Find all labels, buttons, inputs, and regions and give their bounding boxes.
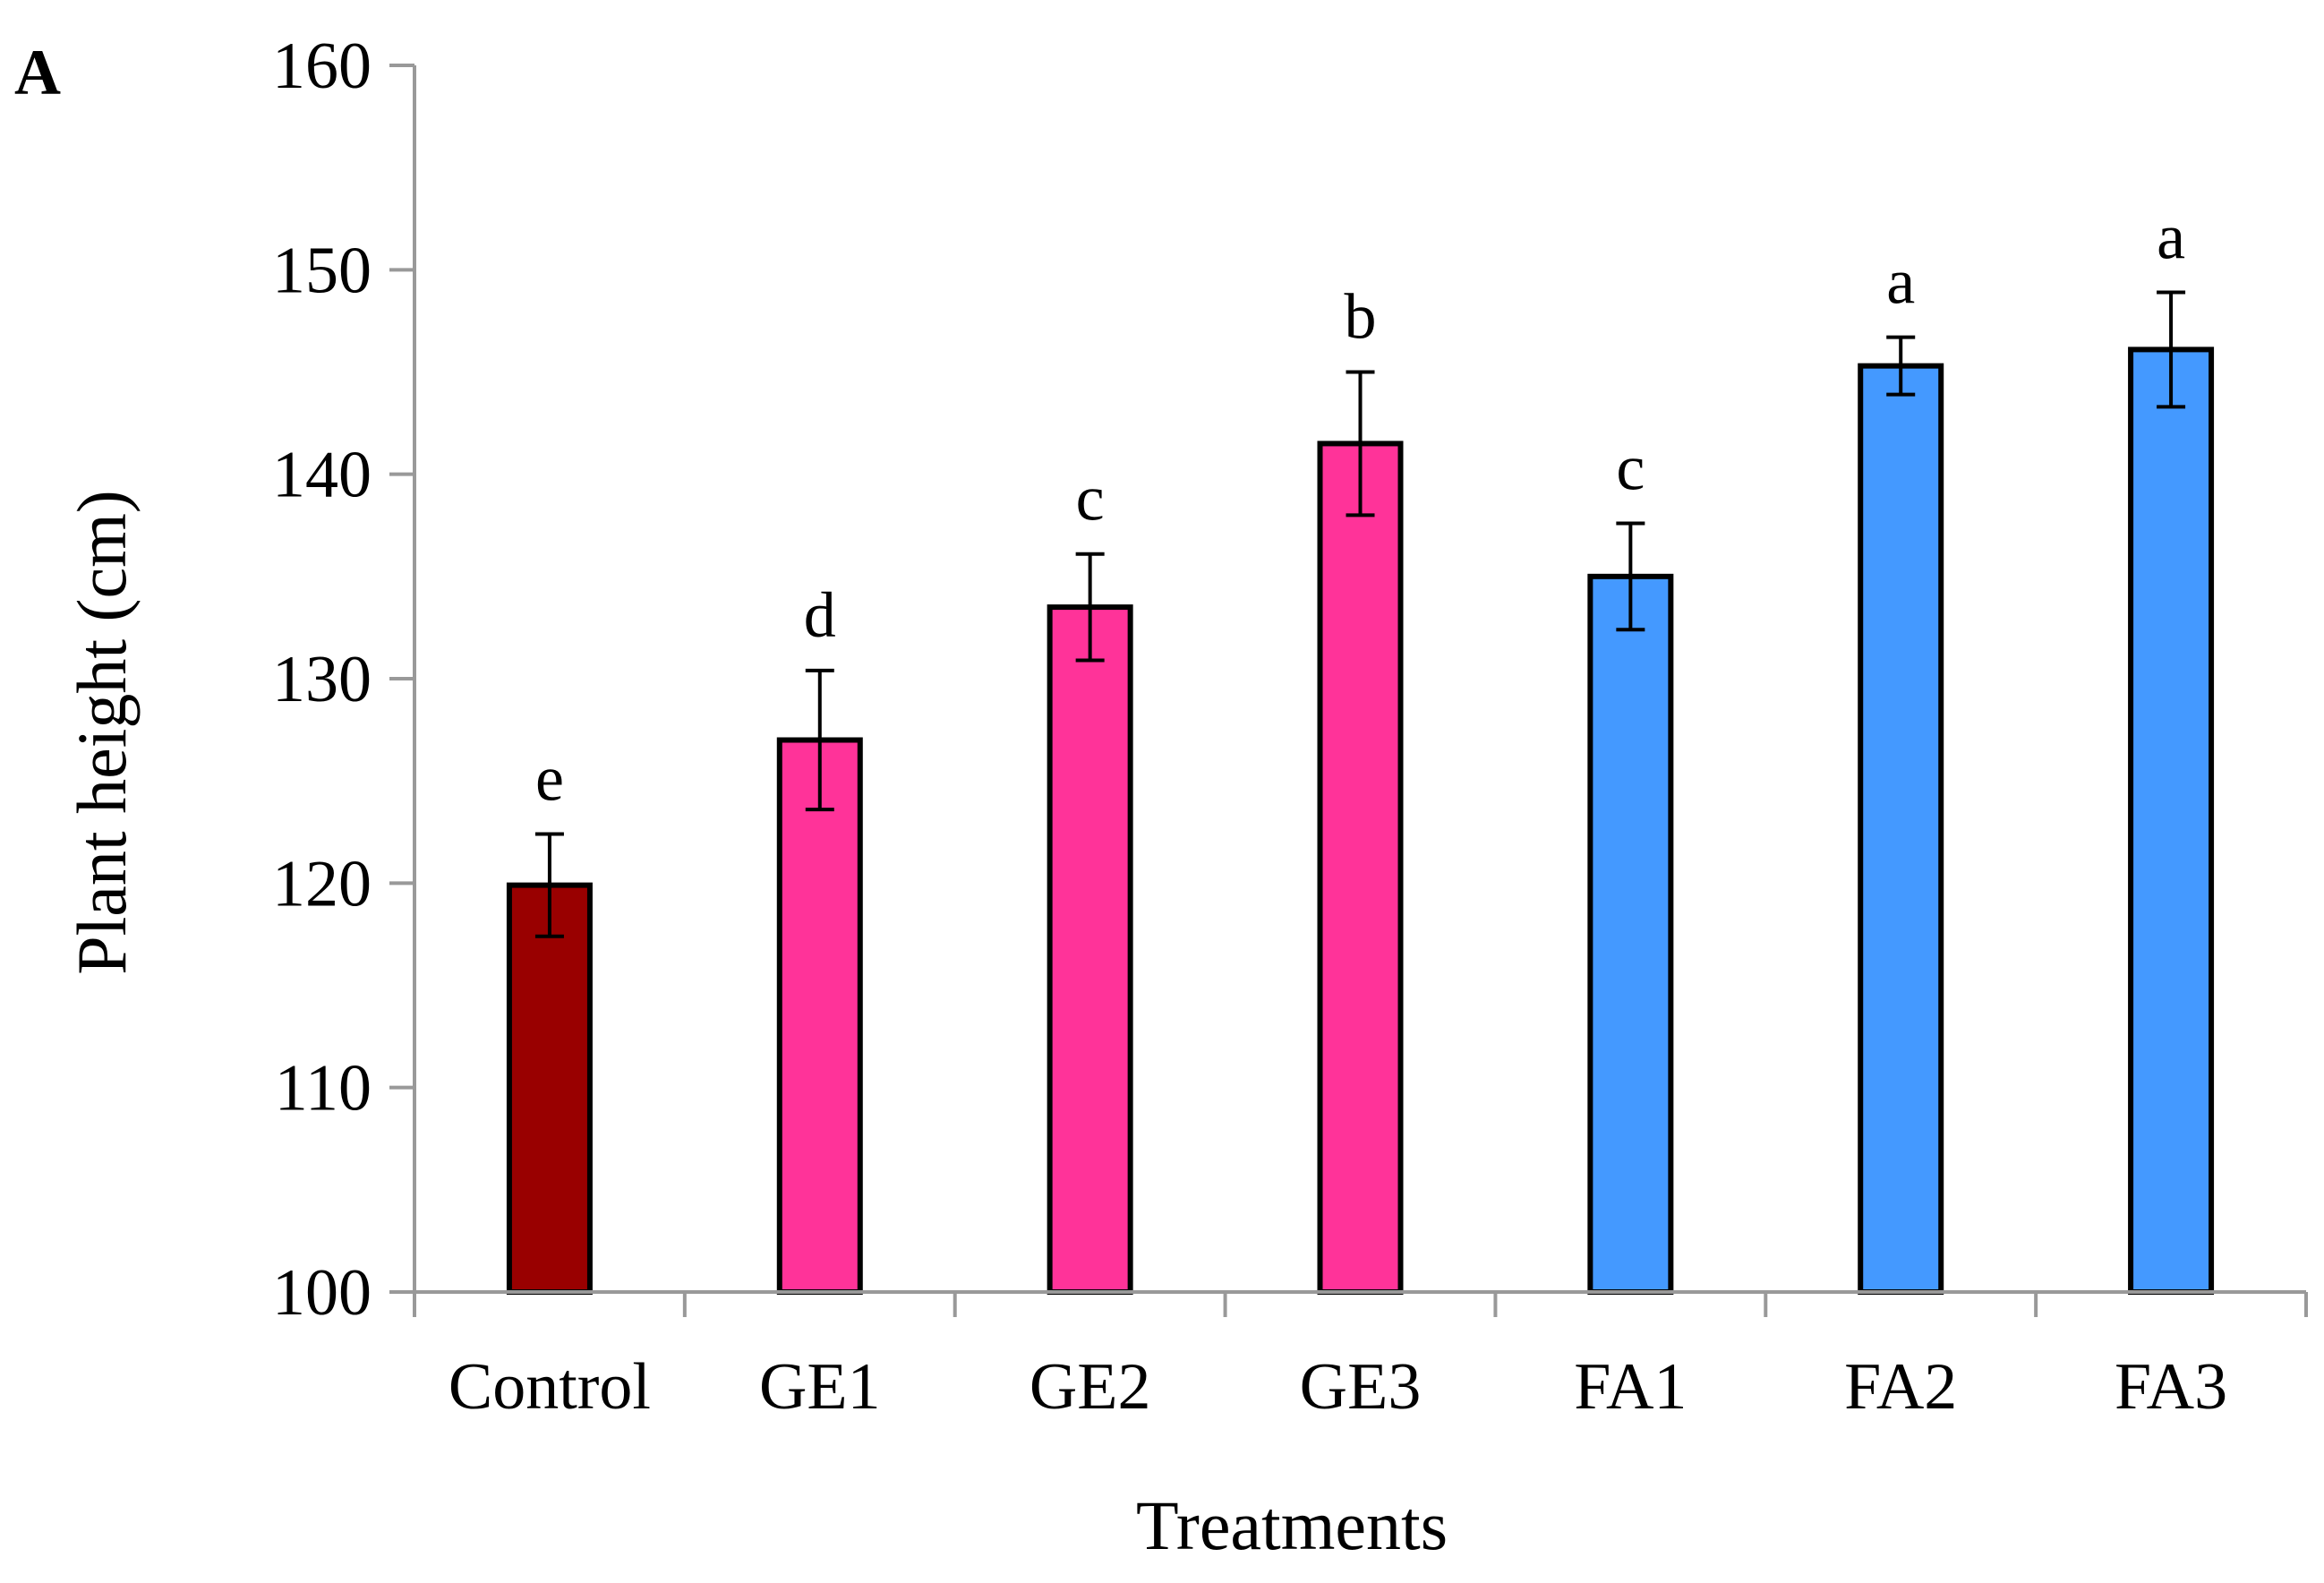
y-tick-label-140: 140: [272, 439, 372, 512]
error-bar-control: [534, 832, 564, 938]
x-tick-label-fa2: FA2: [1844, 1350, 1957, 1424]
panel-label: A: [14, 37, 61, 108]
error-bars-group: [534, 290, 2186, 938]
error-bar-fa2: [1886, 335, 1916, 397]
significance-letter-fa1: c: [1616, 432, 1645, 503]
significance-letter-ge1: d: [804, 579, 836, 651]
x-tick-label-control: Control: [449, 1350, 651, 1424]
bar-fa1: [1587, 573, 1674, 1295]
y-axis-title: Plant height (cm): [63, 490, 141, 975]
x-tick-label-ge2: GE2: [1030, 1350, 1151, 1424]
y-tick-label-110: 110: [275, 1052, 372, 1125]
y-tick-label-120: 120: [272, 847, 372, 920]
error-bar-fa3: [2157, 290, 2186, 409]
bar-fa2: [1858, 363, 1944, 1295]
y-tick-labels-group: 100 110 120 130 140 150 160: [272, 30, 372, 1330]
error-bar-ge3: [1346, 370, 1375, 518]
x-tick-labels-group: Control GE1 GE2 GE3 FA1 FA2 FA3: [449, 1350, 2227, 1424]
y-tick-label-130: 130: [272, 643, 372, 716]
error-bar-ge2: [1075, 552, 1105, 663]
x-tick-label-ge1: GE1: [759, 1350, 881, 1424]
significance-letter-control: e: [535, 743, 564, 815]
bar-ge1: [776, 737, 863, 1295]
x-tick-label-ge3: GE3: [1300, 1350, 1422, 1424]
significance-letter-ge2: c: [1076, 463, 1105, 535]
significance-letter-ge3: b: [1345, 281, 1377, 353]
significance-letter-fa3: a: [2157, 201, 2185, 272]
bar-control: [506, 882, 593, 1295]
significance-letters-group: e d c b c a a: [535, 201, 2185, 814]
error-bar-ge1: [805, 668, 834, 812]
x-axis-title: Treatments: [1136, 1486, 1448, 1564]
y-tick-label-150: 150: [272, 234, 372, 307]
x-tick-label-fa1: FA1: [1574, 1350, 1687, 1424]
significance-letter-fa2: a: [1886, 246, 1915, 318]
error-bar-fa1: [1616, 521, 1645, 632]
axes-group: [389, 64, 2308, 1317]
y-tick-label-160: 160: [272, 30, 372, 103]
x-tick-label-fa3: FA3: [2115, 1350, 2227, 1424]
y-tick-label-100: 100: [272, 1256, 372, 1330]
bar-ge2: [1047, 604, 1133, 1295]
bar-ge3: [1317, 441, 1404, 1295]
bar-fa3: [2128, 347, 2215, 1296]
